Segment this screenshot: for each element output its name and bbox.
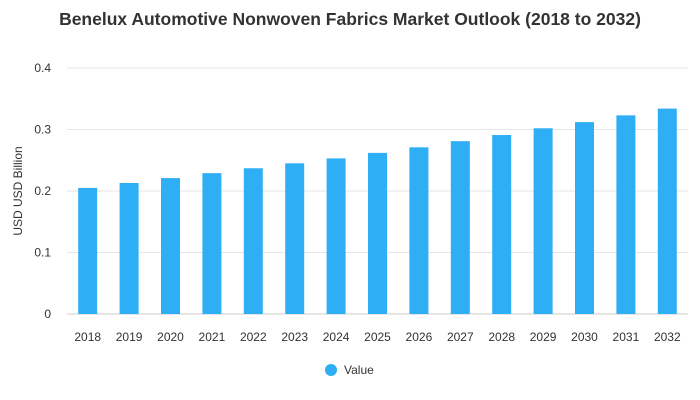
bar-2021[interactable] xyxy=(202,173,222,314)
bar-2024[interactable] xyxy=(326,158,346,314)
bar-2026[interactable] xyxy=(409,147,429,314)
y-tick-label: 0.2 xyxy=(34,184,51,198)
x-tick-label: 2018 xyxy=(74,330,101,344)
bar-2028[interactable] xyxy=(492,135,512,314)
bar-2022[interactable] xyxy=(243,168,263,314)
x-tick-label: 2022 xyxy=(240,330,267,344)
bar-2029[interactable] xyxy=(533,128,553,314)
bar-2023[interactable] xyxy=(285,163,305,314)
y-tick-label: 0.4 xyxy=(34,61,51,75)
bar-2020[interactable] xyxy=(161,178,180,314)
y-axis-ticks: 0 0.1 0.2 0.3 0.4 xyxy=(34,61,51,321)
legend[interactable]: Value xyxy=(325,363,374,377)
bar-2019[interactable] xyxy=(119,183,139,314)
y-tick-label: 0 xyxy=(44,307,51,321)
x-tick-label: 2030 xyxy=(571,330,598,344)
chart-title: Benelux Automotive Nonwoven Fabrics Mark… xyxy=(59,9,641,29)
x-tick-label: 2020 xyxy=(157,330,184,344)
x-tick-label: 2029 xyxy=(530,330,557,344)
x-tick-label: 2026 xyxy=(406,330,433,344)
x-tick-label: 2023 xyxy=(281,330,308,344)
x-tick-label: 2027 xyxy=(447,330,474,344)
x-tick-label: 2031 xyxy=(613,330,640,344)
x-tick-label: 2032 xyxy=(654,330,681,344)
y-tick-label: 0.1 xyxy=(34,246,51,260)
bar-2031[interactable] xyxy=(616,115,636,314)
bar-2032[interactable] xyxy=(657,108,677,314)
bars xyxy=(78,108,677,315)
x-tick-label: 2024 xyxy=(323,330,350,344)
legend-swatch xyxy=(325,364,337,376)
x-tick-label: 2025 xyxy=(364,330,391,344)
legend-label: Value xyxy=(344,363,374,377)
bar-2018[interactable] xyxy=(78,187,98,314)
x-axis-ticks: 2018 2019 2020 2021 2022 2023 2024 2025 2026 2027… xyxy=(74,330,681,344)
x-tick-label: 2021 xyxy=(199,330,226,344)
y-axis-title: USD USD Billion xyxy=(11,146,25,235)
bar-2027[interactable] xyxy=(450,141,470,314)
x-tick-label: 2019 xyxy=(116,330,143,344)
bar-2030[interactable] xyxy=(575,122,594,315)
bar-2025[interactable] xyxy=(368,152,387,314)
y-tick-label: 0.3 xyxy=(34,123,51,137)
x-tick-label: 2028 xyxy=(488,330,515,344)
